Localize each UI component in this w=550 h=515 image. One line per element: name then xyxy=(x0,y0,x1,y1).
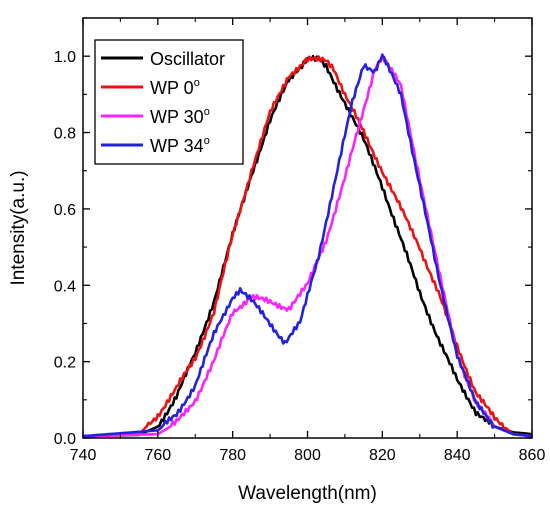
x-tick-label: 860 xyxy=(519,447,546,464)
x-axis-title: Wavelength(nm) xyxy=(238,483,377,504)
axis-ticks xyxy=(82,17,533,439)
x-tick-label: 740 xyxy=(70,447,97,464)
y-axis-title: Intensity(a.u.) xyxy=(8,170,29,285)
x-tick-label: 780 xyxy=(219,447,246,464)
legend-box xyxy=(94,39,244,165)
legend-label: Oscillator xyxy=(150,49,225,69)
x-tick-label: 820 xyxy=(369,447,396,464)
y-tick-label: 0.0 xyxy=(54,431,76,448)
legend-label: WP 30o xyxy=(150,106,210,127)
x-tick-label: 800 xyxy=(294,447,321,464)
y-tick-label: 0.2 xyxy=(54,355,76,372)
series-line xyxy=(82,55,533,438)
y-tick-label: 0.4 xyxy=(54,278,76,295)
x-tick-label: 840 xyxy=(444,447,471,464)
y-tick-label: 0.8 xyxy=(54,126,76,143)
legend-label: WP 34o xyxy=(150,135,210,156)
series-line xyxy=(82,53,533,438)
axis-tick-labels: 740 760 780 800 820 840 860 0.0 0.2 0.4 0.6 0.8 1.0 xyxy=(54,49,546,464)
y-tick-label: 0.6 xyxy=(54,202,76,219)
x-tick-label: 760 xyxy=(144,447,171,464)
y-tick-label: 1.0 xyxy=(54,49,76,66)
legend: Oscillator WP 0o WP 30o WP 34o xyxy=(94,39,244,165)
legend-label: WP 0o xyxy=(150,77,200,98)
